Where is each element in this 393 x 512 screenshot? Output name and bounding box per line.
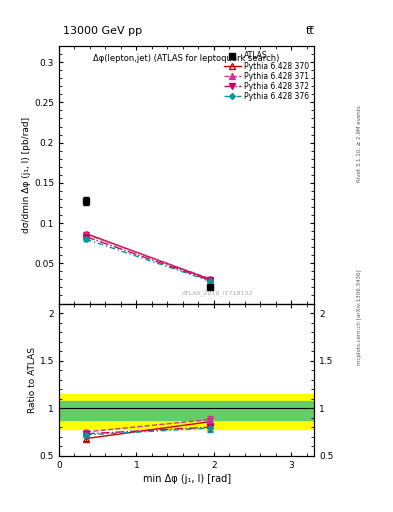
X-axis label: min Δφ (j₁, l) [rad]: min Δφ (j₁, l) [rad] [143,474,231,484]
Bar [59,394,314,429]
Text: mcplots.cern.ch [arXiv:1306.3436]: mcplots.cern.ch [arXiv:1306.3436] [357,270,362,365]
Text: Rivet 3.1.10, ≥ 2.9M events: Rivet 3.1.10, ≥ 2.9M events [357,105,362,182]
Bar [59,401,314,419]
Legend: ATLAS, Pythia 6.428 370, Pythia 6.428 371, Pythia 6.428 372, Pythia 6.428 376: ATLAS, Pythia 6.428 370, Pythia 6.428 37… [222,50,310,102]
Text: 13000 GeV pp: 13000 GeV pp [63,26,142,36]
Y-axis label: dσ/dmin Δφ (j₁, l) [pb/rad]: dσ/dmin Δφ (j₁, l) [pb/rad] [22,117,31,233]
Y-axis label: Ratio to ATLAS: Ratio to ATLAS [28,347,37,413]
Text: Δφ(lepton,jet) (ATLAS for leptoquark search): Δφ(lepton,jet) (ATLAS for leptoquark sea… [94,54,280,63]
Text: ATLAS_2019_I1718132: ATLAS_2019_I1718132 [182,290,253,296]
Text: tt̅: tt̅ [306,26,314,36]
